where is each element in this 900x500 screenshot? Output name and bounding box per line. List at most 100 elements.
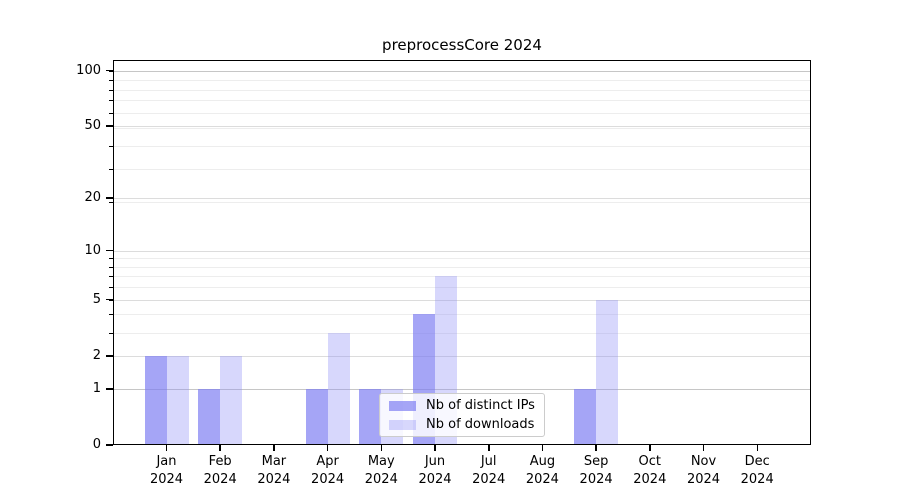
y-axis-minor-tick [109,276,113,278]
x-axis-month-label: Mar [261,454,287,469]
x-axis-year-label: 2024 [633,472,667,487]
x-axis-year-label: 2024 [203,472,237,487]
legend: Nb of distinct IPs Nb of downloads [379,393,545,437]
x-axis-month-label: May [367,454,395,469]
gridline-minor [113,287,811,289]
y-axis-tick [106,355,113,357]
y-axis-tick [106,388,113,390]
x-axis-year-label: 2024 [740,472,774,487]
bar-nb-of-downloads-jan [166,355,189,445]
x-axis-tick [273,445,275,451]
x-axis-month-label: Nov [690,454,717,469]
gridline-major [113,198,811,199]
bar-nb-of-distinct-ips-jan [144,355,167,445]
y-axis-tick-label: 1 [92,380,101,396]
y-axis-tick-label: 10 [84,242,101,258]
gridline-minor [113,71,811,73]
legend-entry-downloads: Nb of downloads [389,417,535,432]
bar-nb-of-downloads-sep [596,299,619,445]
legend-label-downloads: Nb of downloads [426,417,535,432]
x-axis-year-label: 2024 [525,472,559,487]
x-axis-tick [702,445,705,451]
y-axis-tick-label: 2 [92,347,101,363]
y-axis-minor-tick [109,71,113,73]
legend-swatch-downloads [389,419,416,430]
y-axis-minor-tick [109,100,113,102]
bar-nb-of-distinct-ips-apr [305,388,328,445]
gridline-minor [113,145,811,147]
x-axis-month-label: Dec [744,454,770,469]
gridline-minor [113,127,811,129]
x-axis-year-label: 2024 [418,472,452,487]
x-axis-year-label: 2024 [579,472,613,487]
y-axis-tick-label: 100 [76,62,101,78]
x-axis-month-label: Jun [424,454,446,469]
plot-area-border [113,60,811,445]
x-axis-year-label: 2024 [257,472,291,487]
y-axis-minor-tick [109,266,113,268]
y-axis-tick-label: 0 [92,437,101,452]
gridline-major [113,126,811,127]
gridline-minor [113,100,811,102]
y-axis-tick-label: 50 [84,118,101,133]
y-axis-minor-tick [109,355,113,357]
x-axis-tick [219,445,221,451]
y-axis-tick [106,249,113,252]
gridline-major [113,388,811,390]
bar-nb-of-distinct-ips-may [359,388,382,445]
y-axis-tick-label: 20 [84,190,101,205]
x-axis-tick [488,445,490,451]
gridline-minor [113,258,811,260]
x-axis-month-label: Oct [638,454,662,469]
gridline-major [113,355,811,357]
gridline-minor [113,202,811,203]
x-axis-tick [380,445,383,451]
legend-entry-distinct-ips: Nb of distinct IPs [389,398,535,413]
x-axis-tick [434,445,436,451]
x-axis-tick [165,445,168,451]
x-axis-tick [595,445,597,451]
x-axis-month-label: Apr [316,454,339,469]
x-axis-year-label: 2024 [686,472,721,487]
gridline-minor [113,266,811,268]
gridline-major [113,299,811,301]
y-axis-tick [106,444,113,446]
y-axis-tick [106,69,113,72]
x-axis-month-label: Jan [156,454,177,469]
gridline-major [113,250,811,252]
gridline-minor [113,314,811,316]
y-axis-minor-tick [109,169,113,171]
y-axis-minor-tick [109,112,113,114]
gridline-minor [113,79,811,81]
y-axis-minor-tick [109,89,113,91]
gridline-minor [113,332,811,334]
y-axis-minor-tick [109,258,113,260]
bar-nb-of-downloads-feb [220,355,243,445]
gridline-minor [113,276,811,278]
y-axis-minor-tick [109,202,113,203]
y-axis-minor-tick [109,314,113,316]
y-axis-minor-tick [109,332,113,334]
chart-title: preprocessCore 2024 [382,36,542,54]
bar-nb-of-distinct-ips-feb [198,388,221,445]
x-axis-tick [649,445,651,451]
y-axis-minor-tick [109,299,113,301]
x-axis-year-label: 2024 [311,472,345,487]
y-axis-tick [106,197,113,199]
y-axis-minor-tick [109,79,113,81]
legend-swatch-distinct-ips [389,400,416,411]
gridline-minor [113,89,811,91]
x-axis-month-label: Jul [480,454,497,469]
gridline-minor [113,112,811,114]
x-axis-tick [756,445,758,451]
y-axis-tick [106,125,113,127]
x-axis-month-label: Feb [208,454,232,469]
x-axis-tick [541,445,544,451]
x-axis-year-label: 2024 [472,472,506,487]
x-axis-month-label: Sep [583,454,609,469]
y-axis-minor-tick [109,145,113,147]
legend-label-distinct-ips: Nb of distinct IPs [426,398,535,413]
y-axis-tick-label: 5 [92,291,101,307]
x-axis-month-label: Aug [529,454,556,469]
